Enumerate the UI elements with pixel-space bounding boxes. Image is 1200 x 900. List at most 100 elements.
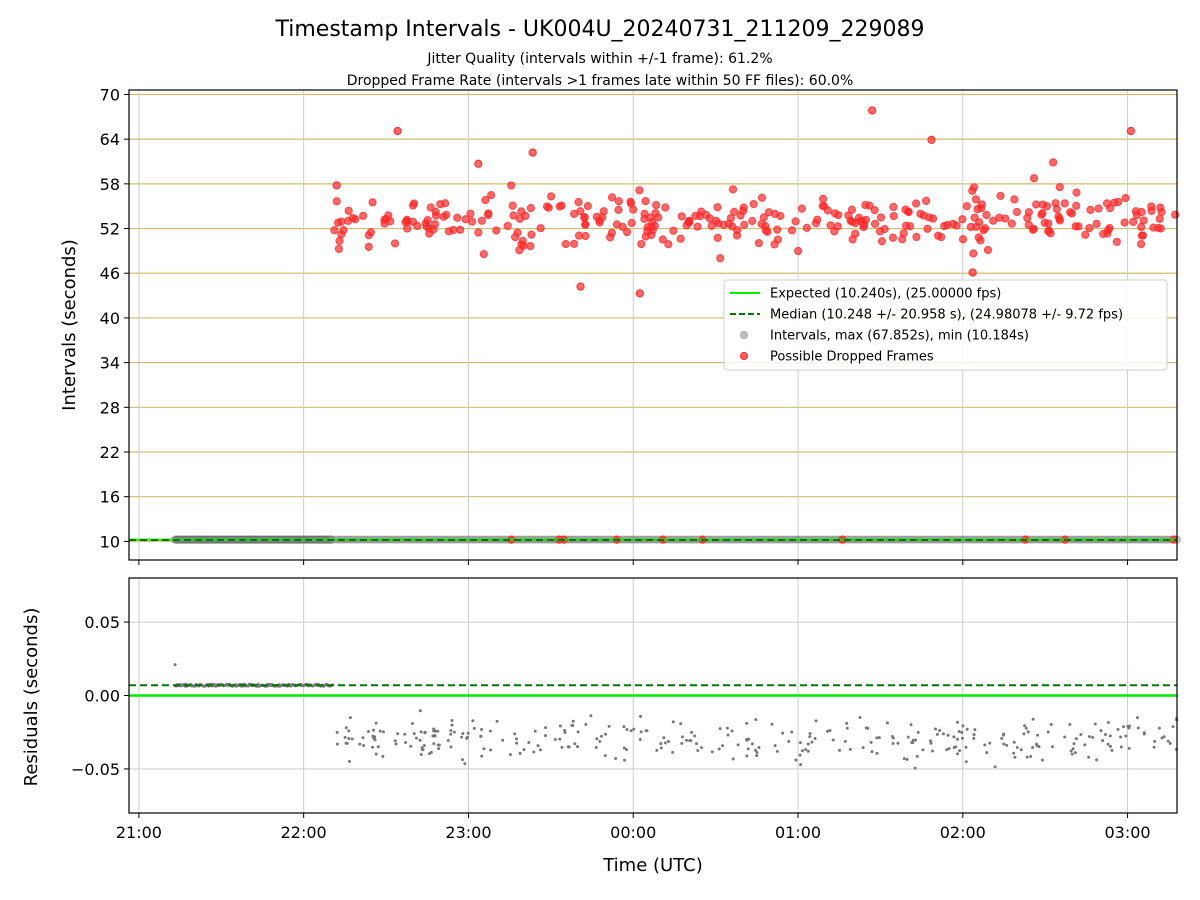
- dropped-frame-point: [1157, 207, 1166, 217]
- dropped-frame-point: [1094, 204, 1103, 213]
- residual-point: [773, 744, 777, 748]
- residual-point: [489, 748, 493, 752]
- residual-point: [757, 745, 761, 749]
- legend-entry-label: Median (10.248 +/- 20.958 s), (24.98078 …: [770, 308, 1123, 323]
- residual-point: [515, 741, 519, 745]
- dropped-frame-point: [526, 242, 535, 251]
- residual-point: [753, 748, 757, 752]
- residual-point: [826, 729, 830, 733]
- residual-point: [964, 760, 968, 764]
- residual-point: [463, 762, 467, 766]
- residual-point: [429, 750, 433, 754]
- residual-point: [501, 738, 505, 742]
- residual-point: [843, 739, 847, 743]
- residual-point: [479, 734, 483, 738]
- bottom-y-tick-label: 0.00: [84, 687, 120, 706]
- residual-point: [1073, 751, 1077, 755]
- residual-point: [603, 754, 607, 758]
- residual-point: [790, 730, 794, 734]
- residual-point: [433, 729, 437, 733]
- dropped-frame-point: [889, 202, 898, 212]
- residual-point: [1029, 755, 1033, 759]
- dropped-frame-point: [1081, 230, 1090, 239]
- residual-point: [538, 748, 542, 752]
- dropped-frame-point: [802, 223, 811, 232]
- residual-point: [173, 663, 177, 667]
- chart-title: Timestamp Intervals - UK004U_20240731_21…: [275, 17, 925, 42]
- dropped-frame-point: [970, 213, 979, 222]
- x-tick-label: 23:00: [445, 823, 491, 842]
- dropped-frame-point: [343, 216, 353, 226]
- residual-point: [544, 734, 548, 738]
- residual-point: [560, 745, 564, 749]
- dropped-frame-point: [513, 228, 522, 237]
- dropped-frame-point: [797, 204, 806, 213]
- dropped-frame-point: [664, 240, 673, 249]
- residual-point: [604, 732, 608, 736]
- residual-point: [806, 749, 810, 753]
- residual-point: [508, 753, 512, 757]
- residual-point: [1026, 730, 1030, 734]
- residual-point: [460, 735, 464, 739]
- residual-point: [1025, 755, 1029, 759]
- dropped-frame-point: [940, 221, 949, 231]
- dropped-frame-point: [421, 219, 430, 228]
- dropped-frame-point: [626, 197, 635, 206]
- residual-point: [960, 730, 964, 734]
- residual-point: [671, 720, 675, 724]
- residual-point: [906, 735, 910, 739]
- residual-point: [910, 741, 914, 745]
- dropped-frame-point: [1032, 200, 1041, 209]
- dropped-frame-point: [1121, 194, 1130, 203]
- residual-point: [374, 752, 378, 756]
- residual-point: [393, 739, 397, 743]
- dropped-frame-point: [916, 209, 925, 218]
- residual-point: [1023, 724, 1027, 728]
- residual-point: [594, 745, 598, 749]
- residual-point: [449, 745, 453, 749]
- dropped-frame-point: [962, 202, 971, 211]
- dropped-frame-point: [335, 236, 344, 245]
- x-tick-label: 00:00: [610, 823, 656, 842]
- dropped-frame-point: [426, 203, 435, 212]
- residual-point: [1083, 743, 1087, 747]
- dropped-frame-point: [580, 213, 589, 222]
- dropped-frame-point: [439, 212, 448, 221]
- dropped-frame-point: [503, 221, 512, 231]
- residual-point: [945, 748, 949, 752]
- dropped-frame-point: [847, 205, 857, 214]
- dropped-frame-point: [1147, 202, 1156, 211]
- dropped-frame-point: [1040, 218, 1049, 228]
- dropped-frame-point: [958, 215, 967, 224]
- residual-point: [1091, 735, 1095, 739]
- dropped-frame-point: [474, 228, 483, 237]
- residual-point: [1109, 744, 1113, 748]
- dropped-frame-point: [637, 239, 646, 249]
- residual-point: [573, 742, 577, 746]
- residual-point: [1087, 735, 1091, 739]
- residual-point: [1063, 735, 1067, 739]
- dropped-frame-point: [330, 226, 339, 235]
- residual-point: [1127, 746, 1131, 750]
- dropped-frame-point: [661, 203, 670, 212]
- residual-point: [956, 752, 960, 756]
- residual-point: [381, 754, 385, 758]
- residual-point: [1127, 726, 1131, 730]
- dropped-frame-point: [968, 268, 977, 277]
- dropped-frame-point: [826, 221, 835, 230]
- residual-point: [814, 719, 818, 723]
- residual-point: [1051, 745, 1055, 749]
- dropped-frame-point: [818, 194, 828, 203]
- dropped-frame-point: [844, 211, 853, 220]
- top-panel-y-ticks: 10 16 22 28 34 40 46 52 58 64 70: [100, 85, 129, 551]
- dropped-frame-point: [581, 220, 590, 229]
- legend: Expected (10.240s), (25.00000 fps) Median…: [723, 279, 1168, 371]
- residual-point: [956, 737, 960, 741]
- dropped-frame-point: [368, 198, 377, 207]
- residual-point: [419, 730, 423, 734]
- dropped-frame-point: [508, 201, 517, 210]
- residual-point: [1153, 739, 1157, 743]
- residual-point: [808, 735, 812, 739]
- residual-point: [1160, 736, 1164, 740]
- residual-point: [721, 744, 725, 748]
